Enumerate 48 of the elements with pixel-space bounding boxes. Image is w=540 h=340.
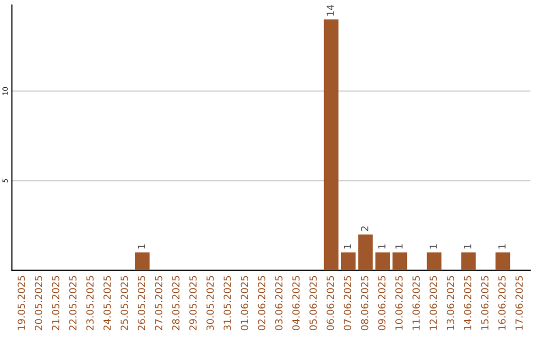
bar: [135, 252, 150, 270]
data-label: 1: [430, 244, 437, 249]
x-tick-label: 09.06.2025: [378, 276, 386, 330]
data-label: 1: [378, 244, 386, 249]
bar: [461, 252, 476, 270]
x-tick-label: 10.06.2025: [395, 276, 403, 330]
x-tick-label: 13.06.2025: [446, 276, 454, 330]
x-tick-label: 28.05.2025: [172, 276, 180, 330]
x-tick-label: 21.05.2025: [52, 276, 60, 330]
x-tick-label: 06.06.2025: [326, 276, 334, 330]
x-tick-label: 15.06.2025: [481, 276, 488, 330]
x-tick-label: 29.05.2025: [189, 276, 197, 330]
x-tick-label: 24.05.2025: [103, 276, 111, 330]
bar: [375, 252, 390, 270]
x-tick-label: 22.05.2025: [69, 276, 76, 330]
x-tick-label: 16.06.2025: [498, 276, 506, 330]
x-tick-label: 17.06.2025: [515, 276, 523, 330]
data-label: 1: [464, 244, 472, 249]
bar: [358, 234, 373, 270]
x-tick-label: 19.05.2025: [18, 276, 25, 330]
bar: [392, 252, 408, 270]
x-tick-label: 03.06.2025: [275, 276, 282, 330]
data-label: 14: [326, 4, 334, 16]
bar: [341, 252, 356, 270]
x-tick-label: 01.06.2025: [240, 276, 248, 330]
x-tick-label: 14.06.2025: [464, 276, 472, 330]
x-tick-label: 30.05.2025: [206, 276, 214, 330]
x-tick-label: 02.06.2025: [258, 276, 266, 330]
bar: [324, 19, 338, 270]
x-tick-label: 11.06.2025: [412, 276, 420, 330]
bar: [426, 252, 442, 270]
x-tick-label: 12.06.2025: [430, 276, 437, 330]
x-tick-label: 25.05.2025: [120, 276, 128, 330]
data-label: 1: [498, 244, 506, 249]
x-tick-label: 04.06.2025: [292, 276, 300, 330]
x-tick-label: 20.05.2025: [34, 276, 42, 330]
x-tick-label: 31.05.2025: [224, 276, 231, 330]
data-label: 1: [138, 244, 146, 249]
x-tick-label: 08.06.2025: [360, 276, 368, 330]
x-tick-label: 26.05.2025: [138, 276, 146, 330]
x-tick-label: 07.06.2025: [344, 276, 352, 330]
data-label: 2: [360, 226, 368, 231]
x-tick-label: 23.05.2025: [86, 276, 94, 330]
x-tick-label: 05.06.2025: [309, 276, 317, 330]
x-tick-label: 27.05.2025: [154, 276, 162, 330]
data-label: 1: [344, 244, 352, 249]
bar: [496, 252, 510, 270]
data-label: 1: [395, 244, 403, 249]
